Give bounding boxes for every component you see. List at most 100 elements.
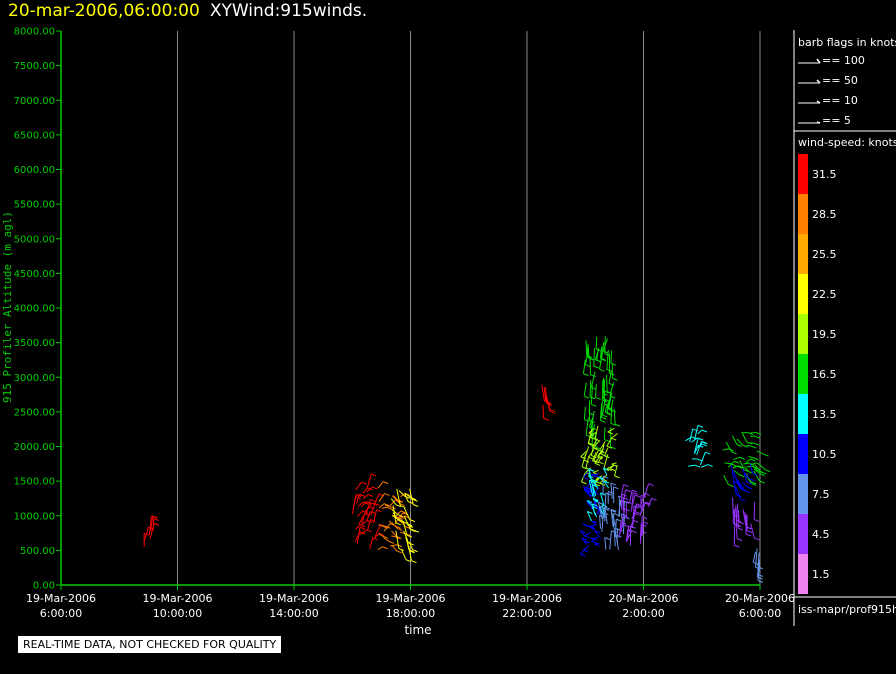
wind-barb-flag [592,497,599,501]
color-label: 19.5 [812,328,837,341]
wind-barb [604,537,607,550]
wind-barb [742,433,748,443]
barb-legend-label: == 100 [822,54,865,67]
wind-barb [697,441,703,448]
wind-barb-flag [606,368,613,372]
barb-legend-label: == 5 [822,114,851,127]
color-label: 22.5 [812,288,837,301]
wind-barb-flag [370,510,376,514]
wind-barb-flag [586,500,593,504]
wind-barb [739,460,745,471]
wind-barb-flag [610,422,616,426]
wind-barb-flag [754,537,760,541]
wind-barb-flag [742,444,748,448]
wind-barb [601,512,604,532]
wind-barb-flag [754,435,761,439]
wind-barb [752,551,757,563]
wind-barb [362,487,369,494]
quality-notice: REAL-TIME DATA, NOT CHECKED FOR QUALITY [18,636,282,653]
color-label: 25.5 [812,248,837,261]
wind-barb [599,515,601,529]
wind-barb-flag [397,527,403,531]
y-tick-label: 2000.00 [14,442,55,453]
wind-barb-flag [398,547,404,551]
wind-barb [736,438,744,446]
wind-barb-flag [591,505,598,509]
wind-barb-flag [604,506,611,510]
wind-barb [590,410,595,428]
wind-barb-flag [598,461,604,465]
wind-barb-flag [696,458,703,462]
wind-barb-flag [604,537,611,540]
wind-barb [366,511,371,521]
wind-barb-flag [404,525,411,529]
wind-barb [601,399,606,416]
wind-barb [370,503,376,516]
wind-barb-flag [610,509,617,513]
wind-barb [585,455,590,469]
wind-barb [377,481,384,489]
wind-barb-flag [607,431,613,435]
wind-barb [389,544,398,547]
wind-barb-flag [741,488,747,492]
wind-barb [699,451,706,466]
wind-barb [599,492,605,506]
wind-barb [602,377,605,392]
wind-barb [610,406,613,424]
wind-barb-flag [763,453,769,457]
wind-barb-flag [632,492,639,496]
wind-barb-flag [707,464,713,468]
wind-barb [735,505,737,525]
wind-barb [357,510,363,517]
wind-barb [600,400,603,418]
wind-barb-flag [584,419,590,423]
color-label: 13.5 [812,408,837,421]
wind-barb-flag [591,403,597,407]
wind-barb-flag [734,524,740,528]
wind-barb [362,494,369,500]
wind-barb [395,510,402,517]
wind-barb [604,492,607,507]
wind-barb-flag [588,468,594,472]
wind-barb [405,536,411,552]
wind-barb [143,527,149,542]
wind-barb-flag [606,468,613,472]
wind-barb-flag [583,373,589,377]
wind-barb-flag [738,484,744,488]
wind-barbs [143,336,771,583]
barb-legend-label: == 10 [822,94,858,107]
wind-barb [606,349,609,370]
wind-barb [613,408,616,425]
wind-barb-flag [621,493,627,497]
wind-barb [640,502,647,514]
wind-barb [597,502,603,515]
wind-barb [733,470,740,476]
wind-barb-flag [749,478,756,482]
wind-barb-flag [596,359,602,363]
wind-barb [631,492,634,512]
wind-barb-flag [410,529,416,533]
wind-barb-flag [736,465,743,469]
wind-barb [593,449,600,461]
wind-barb-flag [632,519,639,523]
wind-barb-flag [622,497,629,501]
wind-barb-flag [701,429,708,433]
color-label: 16.5 [812,368,837,381]
grid-lines [177,31,761,585]
wind-barb [580,450,587,458]
wind-barb [588,480,594,497]
wind-barb-flag [599,482,606,486]
wind-barb-flag [734,460,740,464]
wind-barb-flag [601,416,607,420]
color-swatch [798,474,808,514]
wind-barb-flag [382,546,388,550]
color-swatch [798,354,808,394]
wind-barb-flag [746,481,753,485]
wind-barb [594,425,599,440]
wind-barb-flag [399,515,405,519]
wind-barb-flag [366,520,373,523]
wind-barb [369,537,374,549]
wind-barb [150,515,154,531]
wind-barb-flag [580,530,586,534]
wind-barb-flag [589,526,596,530]
